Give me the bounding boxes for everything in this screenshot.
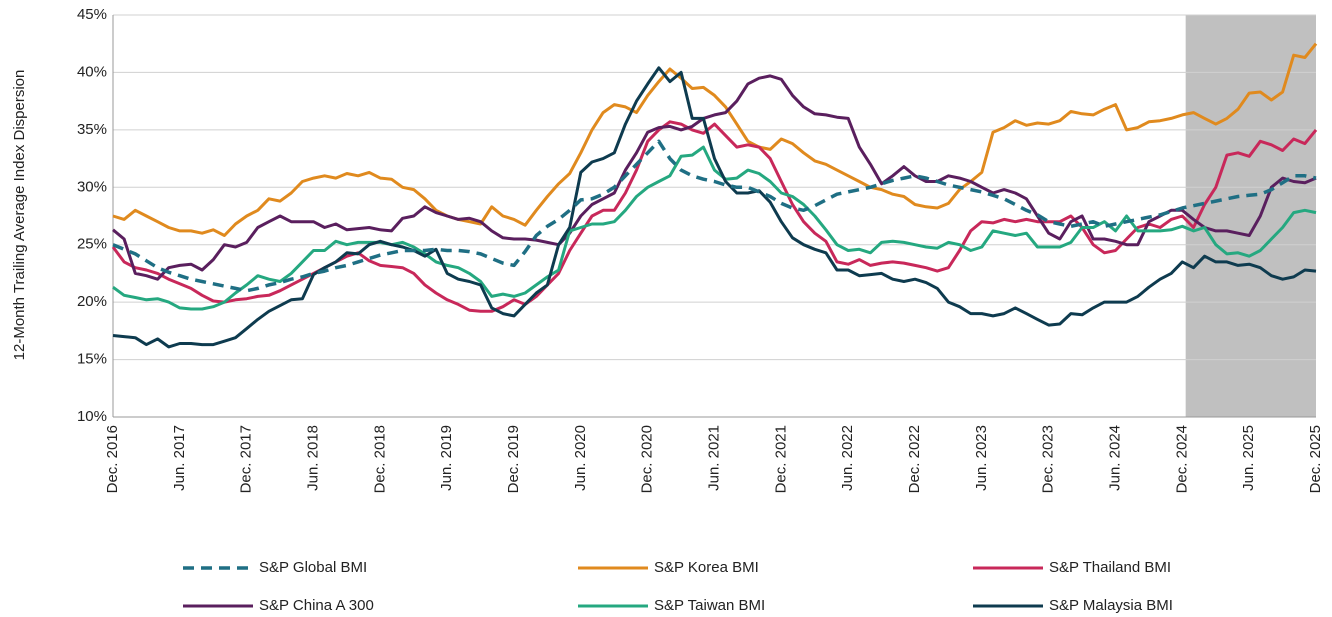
series-line <box>112 42 1318 237</box>
legend-label: S&P China A 300 <box>259 597 374 614</box>
y-tick-label: 45% <box>77 6 107 23</box>
series-line <box>111 120 1318 313</box>
legend-label: S&P Korea BMI <box>654 559 759 576</box>
highlight-band <box>1185 15 1316 417</box>
x-tick-label: Jun. 2021 <box>705 425 722 491</box>
legend-label: S&P Malaysia BMI <box>1049 597 1173 614</box>
x-tick-label: Jun. 2017 <box>171 425 188 491</box>
x-tick-label: Jun. 2020 <box>572 425 589 491</box>
x-tick-label: Dec. 2016 <box>104 425 121 493</box>
x-tick-label: Jun. 2023 <box>973 425 990 491</box>
series-line <box>112 145 1317 311</box>
y-tick-label: 20% <box>77 293 107 310</box>
x-tick-label: Jun. 2018 <box>304 425 321 491</box>
y-tick-label: 30% <box>77 178 107 195</box>
x-tick-label: Dec. 2021 <box>772 425 789 493</box>
x-tick-label: Dec. 2017 <box>238 425 255 493</box>
x-tick-label: Dec. 2024 <box>1173 425 1190 493</box>
x-tick-label: Jun. 2022 <box>839 425 856 491</box>
y-tick-label: 15% <box>77 351 107 368</box>
y-axis-title: 12-Month Trailing Average Index Dispersi… <box>11 70 28 361</box>
legend-label: S&P Global BMI <box>259 559 367 576</box>
x-tick-label: Dec. 2025 <box>1307 425 1324 493</box>
x-tick-label: Dec. 2019 <box>505 425 522 493</box>
x-tick-label: Jun. 2024 <box>1106 425 1123 491</box>
y-tick-label: 40% <box>77 63 107 80</box>
x-tick-label: Jun. 2019 <box>438 425 455 491</box>
x-tick-label: Jun. 2025 <box>1240 425 1257 491</box>
x-tick-label: Dec. 2022 <box>906 425 923 493</box>
series-line <box>112 74 1317 281</box>
series-line <box>112 139 1317 293</box>
series-line <box>112 66 1317 349</box>
y-tick-label: 10% <box>77 408 107 425</box>
x-tick-label: Dec. 2020 <box>639 425 656 493</box>
legend-label: S&P Taiwan BMI <box>654 597 765 614</box>
y-tick-label: 25% <box>77 236 107 253</box>
x-tick-label: Dec. 2023 <box>1040 425 1057 493</box>
x-tick-label: Dec. 2018 <box>371 425 388 493</box>
y-tick-label: 35% <box>77 121 107 138</box>
legend-label: S&P Thailand BMI <box>1049 559 1171 576</box>
